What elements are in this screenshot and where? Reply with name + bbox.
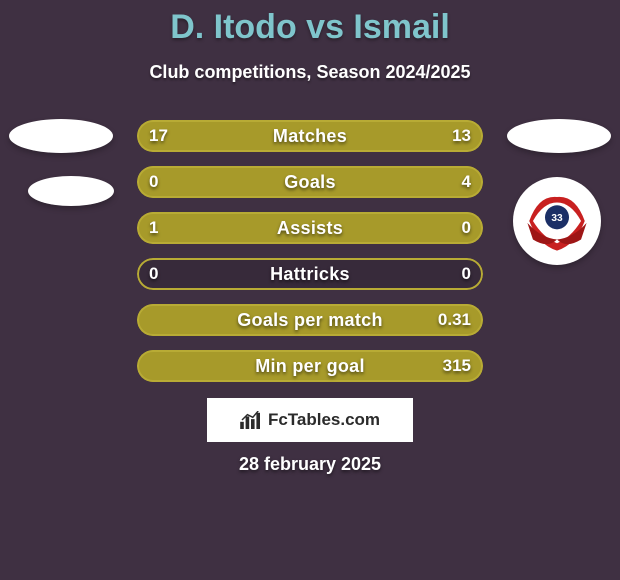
bar-value-right: 13	[452, 120, 471, 152]
bar-value-left: 1	[149, 212, 158, 244]
bar-label: Assists	[137, 212, 483, 244]
left-player-avatar-1	[9, 119, 113, 153]
right-club-crest: 33	[513, 177, 601, 265]
bar-value-right: 0.31	[438, 304, 471, 336]
svg-text:33: 33	[551, 213, 563, 224]
left-player-avatar-2	[28, 176, 114, 206]
chart-icon	[240, 411, 262, 429]
bar-label: Goals	[137, 166, 483, 198]
bar-label: Goals per match	[137, 304, 483, 336]
bar-value-right: 0	[462, 258, 471, 290]
bar-value-left: 0	[149, 166, 158, 198]
bar-label: Matches	[137, 120, 483, 152]
bar-value-left: 17	[149, 120, 168, 152]
page-title: D. Itodo vs Ismail	[0, 8, 620, 47]
bar-label: Min per goal	[137, 350, 483, 382]
bar-row: Assists1 0	[137, 212, 483, 244]
bar-row: Goals0 4	[137, 166, 483, 198]
bar-value-right: 0	[462, 212, 471, 244]
bar-row: Goals per match0.31	[137, 304, 483, 336]
bar-value-left: 0	[149, 258, 158, 290]
branding-text: FcTables.com	[268, 410, 380, 430]
bar-row: Matches17 13	[137, 120, 483, 152]
bar-value-right: 4	[462, 166, 471, 198]
right-player-avatar-1	[507, 119, 611, 153]
subtitle: Club competitions, Season 2024/2025	[0, 62, 620, 83]
bar-row: Hattricks0 0	[137, 258, 483, 290]
comparison-bars: Matches1713Goals04Assists10Hattricks00Go…	[137, 120, 483, 396]
date-label: 28 february 2025	[0, 454, 620, 475]
bar-row: Min per goal315	[137, 350, 483, 382]
branding-badge[interactable]: FcTables.com	[207, 398, 413, 442]
bar-label: Hattricks	[137, 258, 483, 290]
bar-value-right: 315	[443, 350, 471, 382]
crest-icon: 33	[520, 184, 594, 258]
